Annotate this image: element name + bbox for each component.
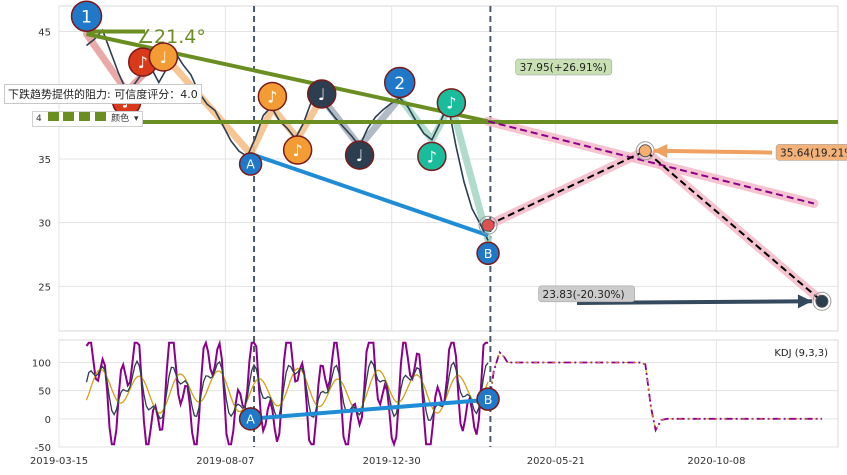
target-arrow xyxy=(653,148,773,155)
price-y-tick-label: 45 xyxy=(38,27,51,38)
score-icon-1 xyxy=(47,112,59,121)
kdj-trend-line xyxy=(250,397,489,421)
score-suffix: 颜色 xyxy=(111,114,130,124)
target-arrow xyxy=(576,299,812,305)
target-arrow-head xyxy=(653,143,668,158)
price-target-label: 23.83(-20.30%) xyxy=(543,289,625,301)
x-tick-label: 2019-12-30 xyxy=(363,456,421,467)
pattern-marker xyxy=(238,152,263,176)
price-y-tick-label: 25 xyxy=(38,282,51,293)
price-target-label: 37.95(+26.91%) xyxy=(520,62,607,74)
x-tick-label: 2020-05-21 xyxy=(527,456,585,467)
pattern-marker-label: ♪ xyxy=(138,53,148,72)
kdj-projection-d xyxy=(487,351,822,432)
pattern-marker-label: 2 xyxy=(394,74,405,94)
target-point xyxy=(815,294,829,308)
x-tick-label: 2019-03-15 xyxy=(30,456,88,467)
x-tick-label: 2019-08-07 xyxy=(196,456,254,467)
score-row: 4 颜色 ▾ xyxy=(32,111,143,127)
pattern-marker-label: ♪ xyxy=(446,94,456,113)
pattern-marker xyxy=(383,66,416,99)
trend-line xyxy=(249,151,489,238)
kdj-y-tick-label: 100 xyxy=(32,359,51,370)
resistance-tooltip-text: 下跌趋势提供的阻力: 可信度评分：4.0 xyxy=(8,88,198,101)
kdj-pattern-marker xyxy=(238,407,263,431)
pattern-marker-label: ♩ xyxy=(318,85,326,104)
pattern-marker xyxy=(417,141,447,172)
target-ring xyxy=(478,215,498,235)
kdj-y-tick-label: 50 xyxy=(38,387,51,398)
pattern-marker-label: ♪ xyxy=(267,87,277,106)
score-icon-4 xyxy=(95,112,107,121)
pattern-marker xyxy=(436,88,467,118)
x-tick-label: 2020-10-08 xyxy=(687,456,745,467)
projection-line xyxy=(487,149,823,303)
target-arrow-head xyxy=(797,294,812,309)
price-target-label: 35.64(19.21%) xyxy=(780,147,847,159)
pattern-marker-label: ♪ xyxy=(427,147,437,166)
pattern-marker-label: ♩ xyxy=(356,146,364,165)
price-panel xyxy=(58,5,839,332)
pattern-marker-label: ♩ xyxy=(160,48,168,67)
score-icon-3 xyxy=(79,112,91,121)
kdj-pattern-marker-label: B xyxy=(484,392,493,407)
projection-line xyxy=(487,120,815,205)
kdj-j-line xyxy=(85,339,489,448)
pattern-marker-label: B xyxy=(484,246,493,261)
angle-label: ∠21.4° xyxy=(137,26,206,48)
pattern-marker xyxy=(344,140,375,170)
kdj-k-line xyxy=(85,359,489,421)
pattern-marker-label: ♪ xyxy=(292,141,302,160)
target-point xyxy=(481,218,495,232)
price-target-badge xyxy=(515,58,613,76)
resistance-tooltip: 下跌趋势提供的阻力: 可信度评分：4.0 xyxy=(4,84,202,104)
price-target-badge xyxy=(538,285,636,303)
target-point xyxy=(638,144,652,158)
pattern-marker-label: A xyxy=(246,157,255,172)
score-icon-2 xyxy=(63,112,75,121)
price-y-tick-label: 30 xyxy=(38,219,51,230)
kdj-y-tick-label: -50 xyxy=(35,443,51,454)
kdj-title: KDJ (9,3,3) xyxy=(774,348,828,359)
pattern-marker xyxy=(257,81,288,112)
kdj-y-tick-label: 0 xyxy=(45,415,51,426)
pattern-marker-label: 1 xyxy=(81,7,92,27)
pattern-marker xyxy=(476,241,500,266)
chevron-down-icon[interactable]: ▾ xyxy=(134,114,139,124)
kdj-pattern-marker-label: A xyxy=(246,411,255,426)
score-prefix: 4 xyxy=(36,114,42,124)
price-target-badge xyxy=(775,144,847,161)
pattern-marker xyxy=(148,42,179,72)
target-ring xyxy=(812,291,832,311)
price-line xyxy=(86,28,489,241)
price-y-tick-label: 35 xyxy=(38,155,51,166)
pattern-marker xyxy=(70,0,103,32)
pattern-marker xyxy=(306,79,337,109)
pattern-marker xyxy=(282,135,313,165)
kdj-pattern-marker xyxy=(476,387,500,411)
